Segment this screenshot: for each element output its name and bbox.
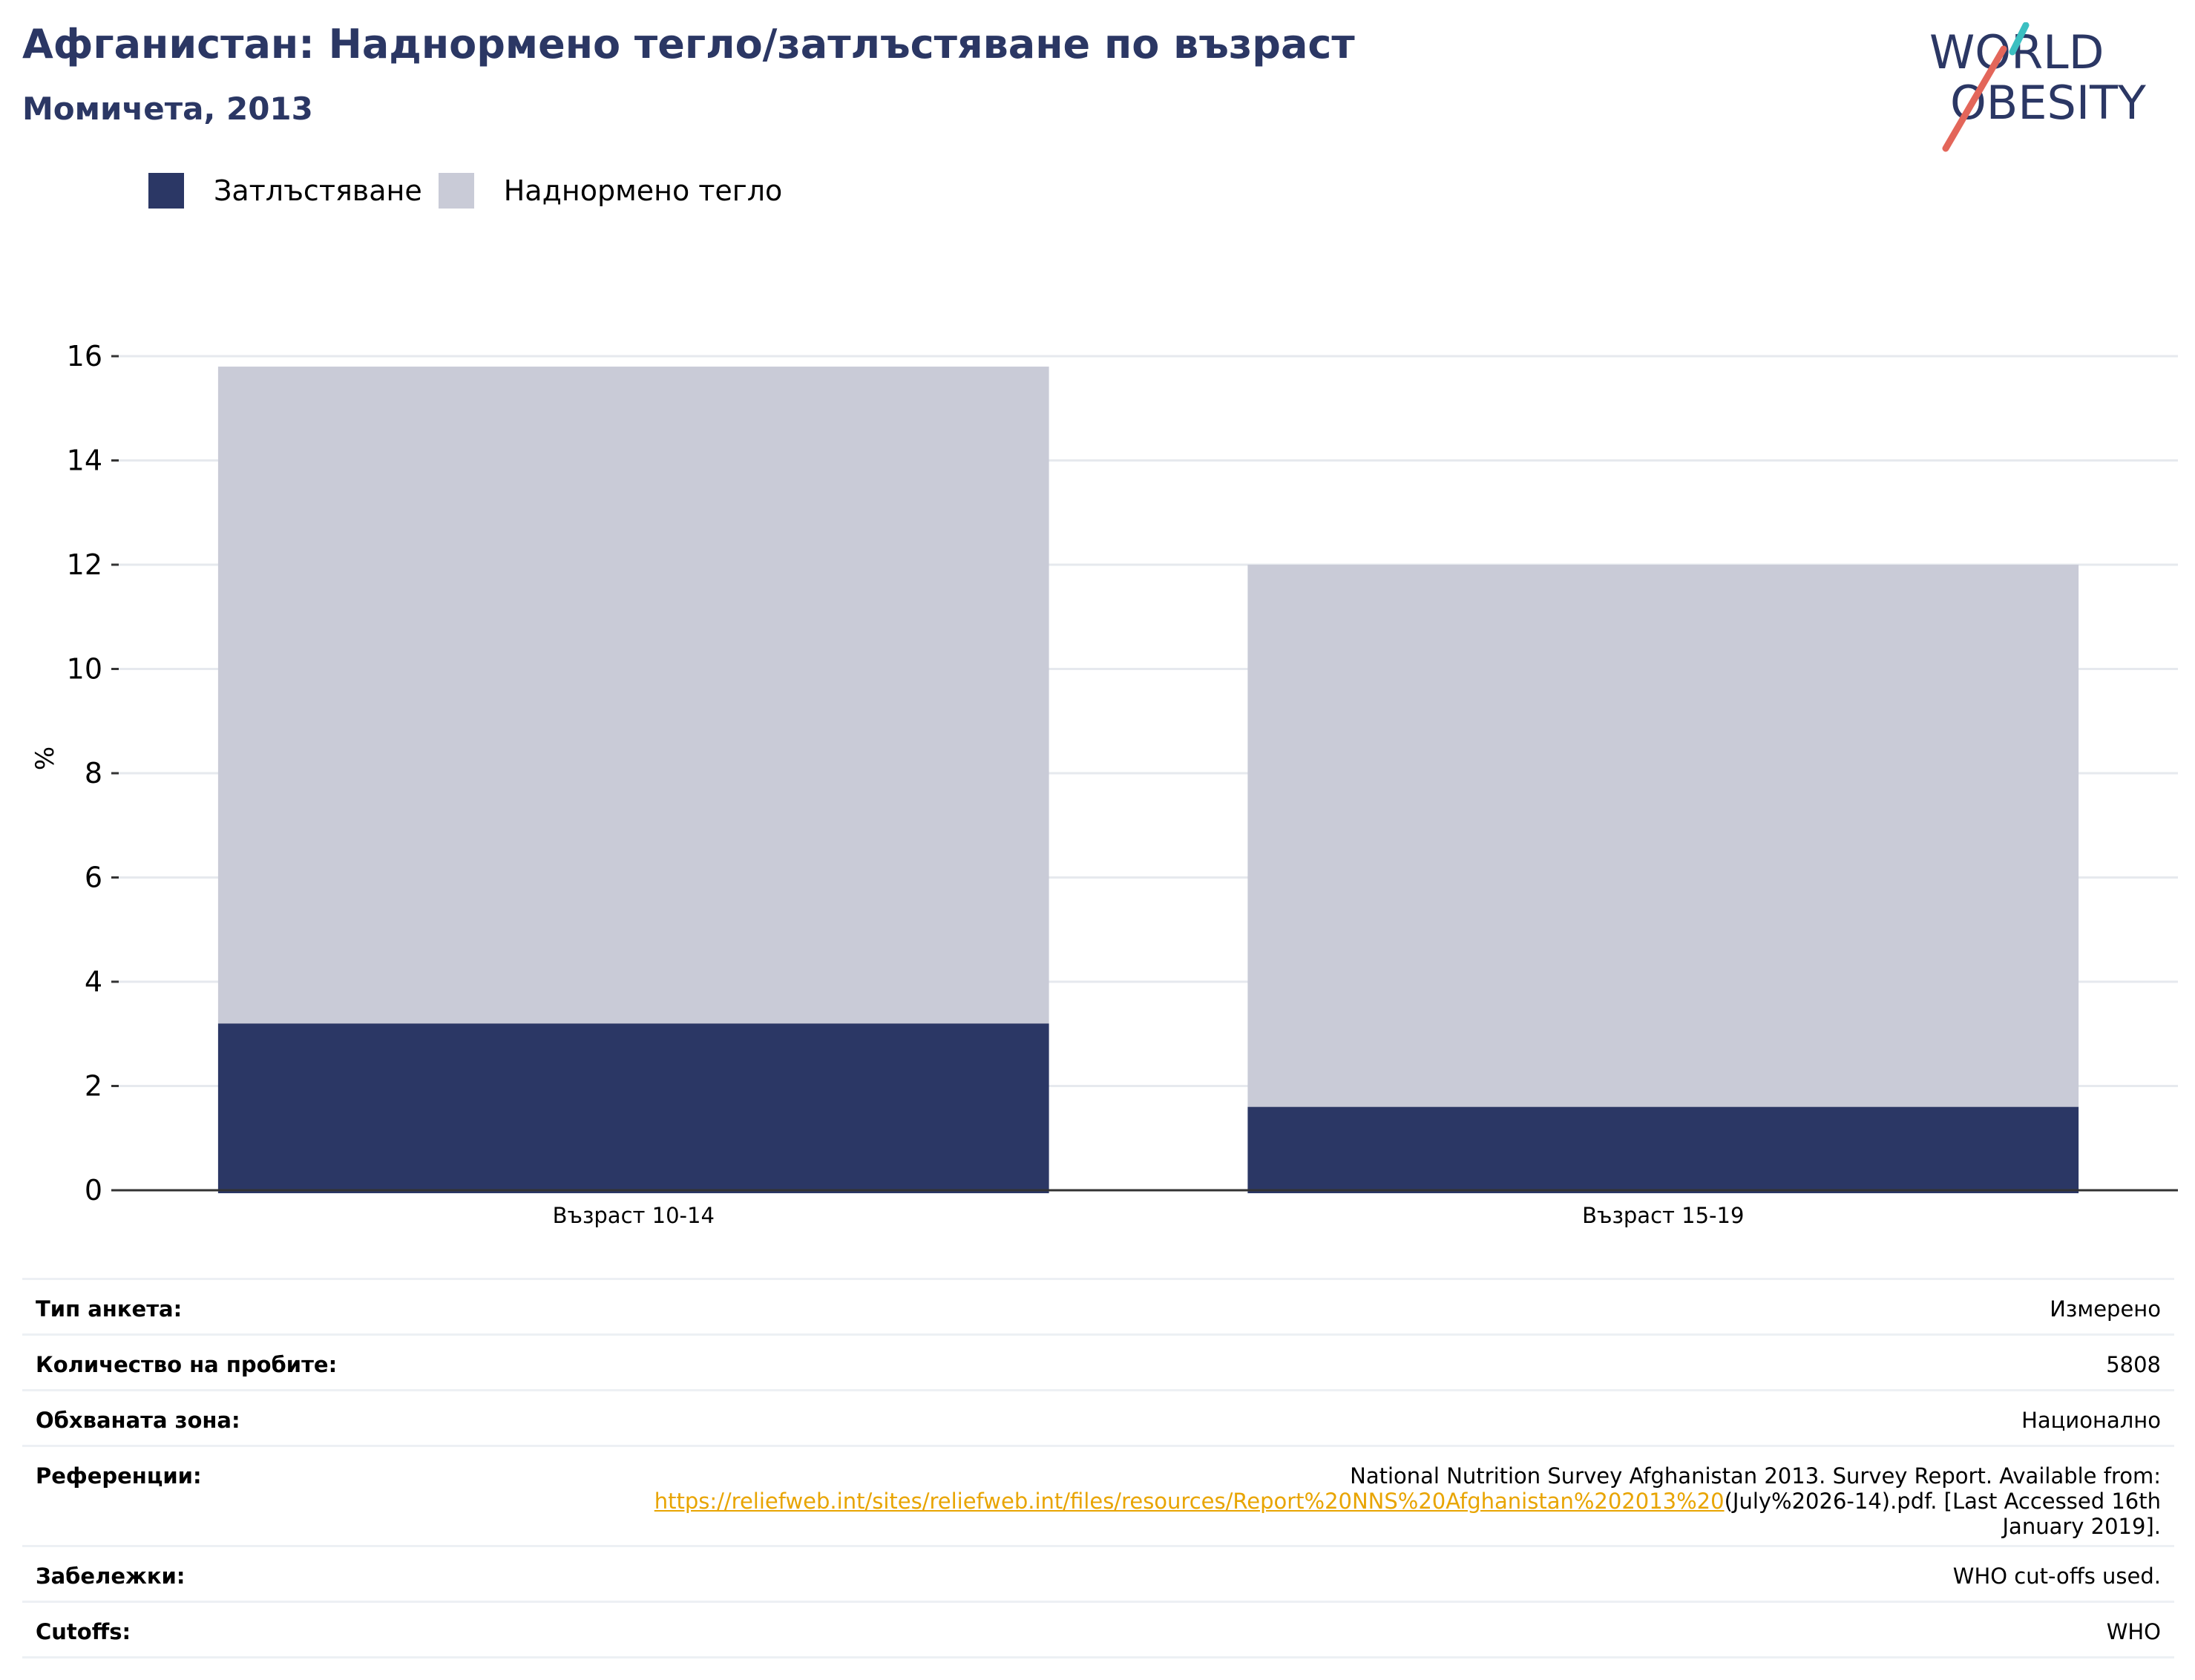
legend-item-obesity[interactable]: Затлъстяване xyxy=(148,173,422,209)
notes-label: Забележки: xyxy=(22,1546,402,1603)
bars xyxy=(217,367,2079,1193)
references-label: Референции: xyxy=(22,1446,402,1547)
references-text-3: January 2019]. xyxy=(2002,1514,2162,1539)
sample-size-value: 5808 xyxy=(401,1334,2174,1391)
x-tick-label: Възраст 10-14 xyxy=(553,1203,715,1228)
survey-info-table: Тип анкета: Измерено Количество на проби… xyxy=(22,1278,2174,1658)
logo-slash-red xyxy=(1942,45,2007,152)
legend-label-obesity: Затлъстяване xyxy=(214,174,422,207)
info-row-references: Референции: National Nutrition Survey Af… xyxy=(22,1446,2174,1547)
y-tick-label: 12 xyxy=(67,548,102,581)
survey-type-value: Измерено xyxy=(401,1278,2174,1336)
references-text-2: (July%2026-14).pdf. [Last Accessed 16th xyxy=(1724,1489,2161,1514)
references-link[interactable]: https://reliefweb.int/sites/reliefweb.in… xyxy=(654,1489,1725,1514)
info-row-cutoffs: Cutoffs: WHO xyxy=(22,1601,2174,1658)
x-tick-label: Възраст 15-19 xyxy=(1582,1203,1744,1228)
bar-obesity-1[interactable] xyxy=(217,1023,1049,1193)
logo-word-world: WORLD xyxy=(1929,25,2104,79)
info-row-area: Обхваната зона: Национално xyxy=(22,1390,2174,1447)
bar-overweight-2[interactable] xyxy=(1247,565,2079,1107)
area-label: Обхваната зона: xyxy=(22,1390,402,1447)
area-value: Национално xyxy=(401,1390,2174,1447)
info-row-sample-size: Количество на пробите: 5808 xyxy=(22,1334,2174,1391)
y-tick-labels: 0 2 4 6 8 10 12 14 16 xyxy=(67,340,119,1207)
logo-slash-teal xyxy=(2009,22,2030,56)
y-tick-label: 10 xyxy=(67,653,102,686)
survey-type-label: Тип анкета: xyxy=(22,1278,402,1336)
x-tick-labels: Възраст 10-14 Възраст 15-19 xyxy=(553,1203,1745,1228)
y-tick-label: 2 xyxy=(85,1070,102,1103)
y-tick-label: 4 xyxy=(85,965,102,998)
y-tick-label: 0 xyxy=(85,1174,102,1207)
sample-size-label: Количество на пробите: xyxy=(22,1334,402,1391)
info-row-notes: Забележки: WHO cut-offs used. xyxy=(22,1546,2174,1603)
bar-overweight-1[interactable] xyxy=(217,367,1049,1024)
world-obesity-logo: WORLD OBESITY xyxy=(1929,22,2146,152)
references-text-1: National Nutrition Survey Afghanistan 20… xyxy=(1350,1463,2161,1489)
cutoffs-label: Cutoffs: xyxy=(22,1601,402,1658)
y-tick-label: 6 xyxy=(85,862,102,894)
chart-title: Афганистан: Наднормено тегло/затлъстяван… xyxy=(22,21,1355,68)
references-value: National Nutrition Survey Afghanistan 20… xyxy=(401,1446,2174,1547)
info-row-survey-type: Тип анкета: Измерено xyxy=(22,1278,2174,1336)
legend-label-overweight: Наднормено тегло xyxy=(503,174,783,207)
legend: Затлъстяване Наднормено тегло xyxy=(148,171,798,211)
legend-swatch-overweight xyxy=(438,173,474,209)
chart-subtitle: Момичета, 2013 xyxy=(22,91,313,127)
notes-value: WHO cut-offs used. xyxy=(401,1546,2174,1603)
y-tick-label: 16 xyxy=(67,340,102,373)
stacked-bar-chart: 0 2 4 6 8 10 12 14 16 Възраст 10-14 Възраст 15-19… xyxy=(30,340,2178,1228)
y-tick-label: 8 xyxy=(85,757,102,790)
cutoffs-value: WHO xyxy=(401,1601,2174,1658)
y-tick-label: 14 xyxy=(67,444,102,477)
legend-swatch-obesity xyxy=(148,173,184,209)
bar-obesity-2[interactable] xyxy=(1247,1106,2079,1193)
legend-item-overweight[interactable]: Наднормено тегло xyxy=(438,173,783,209)
y-axis-label: % xyxy=(30,747,60,770)
